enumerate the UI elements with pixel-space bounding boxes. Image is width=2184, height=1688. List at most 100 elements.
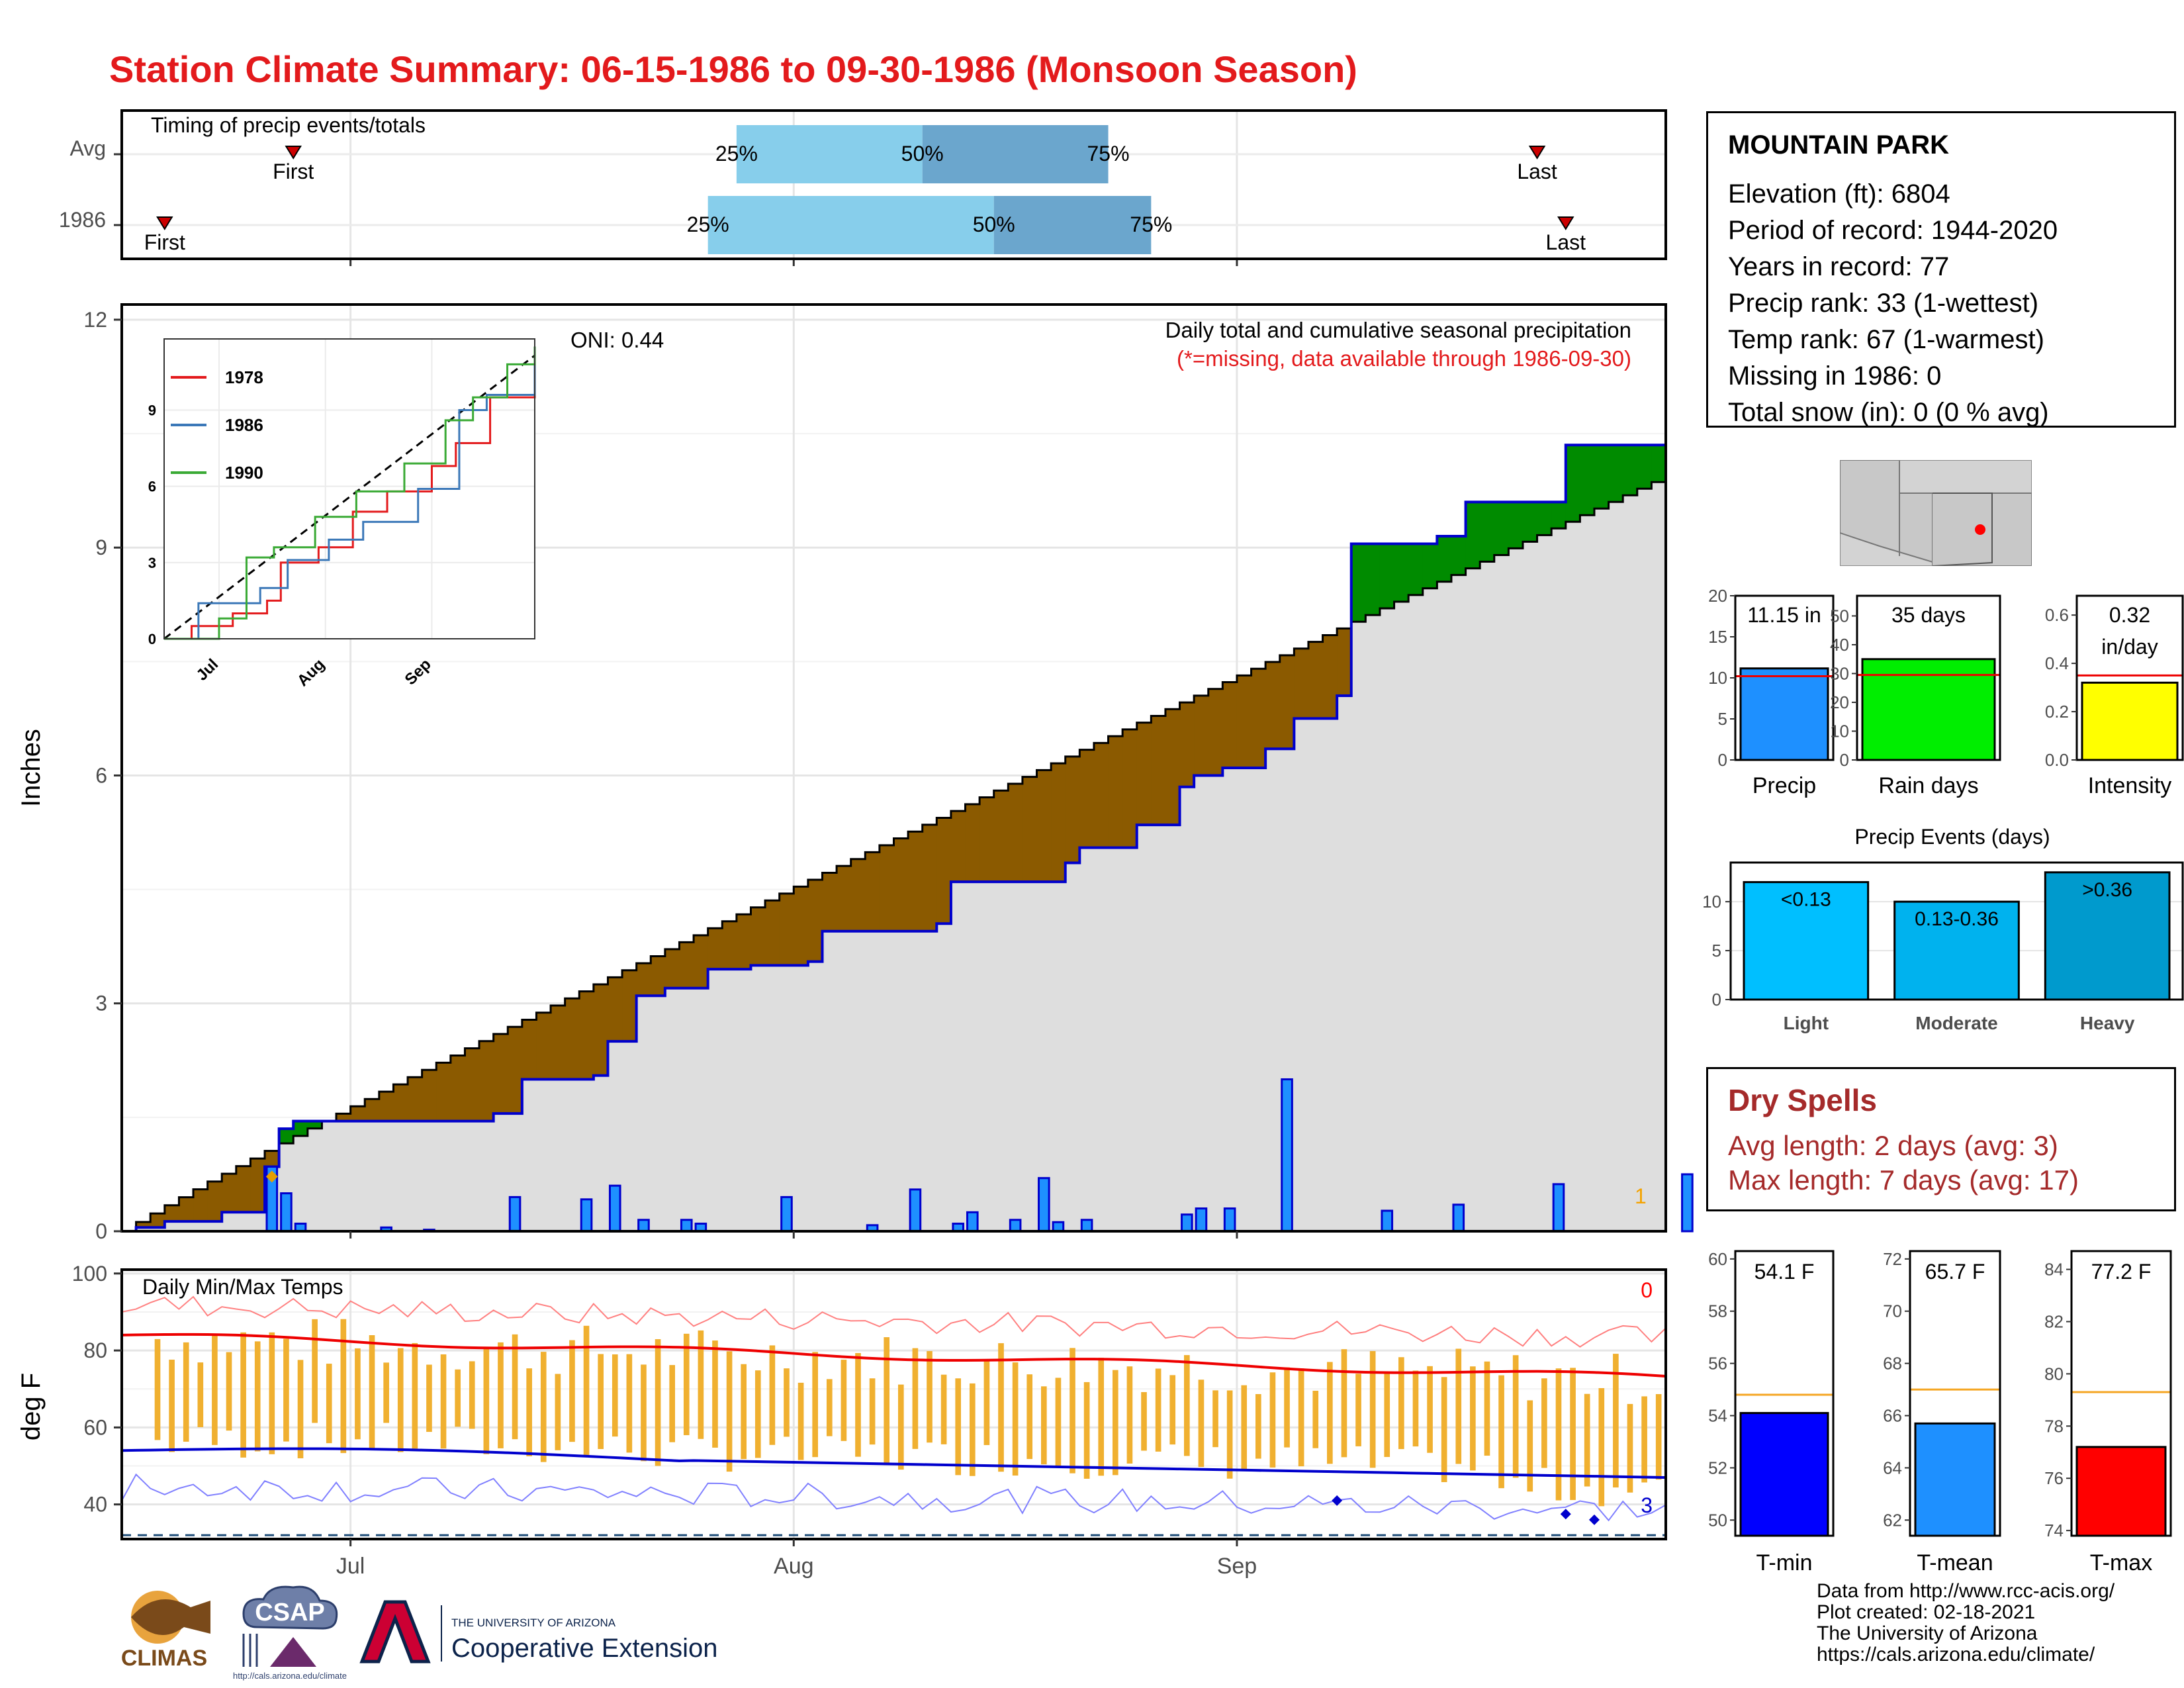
- daily-temp-bar: [183, 1342, 189, 1442]
- first-label: First: [144, 230, 185, 254]
- daily-temp-bar: [254, 1341, 261, 1452]
- last-marker: [1557, 216, 1574, 230]
- avg-cumulative-area: [694, 988, 709, 1231]
- avg-cumulative-area: [350, 1121, 365, 1231]
- daily-precip-bar: [1381, 1209, 1394, 1233]
- temp-summary-ytick-label: 64: [1883, 1458, 1902, 1477]
- last-label: Last: [1517, 160, 1557, 183]
- daily-temp-bar: [1169, 1375, 1176, 1445]
- avg-cumulative-area: [893, 931, 909, 1231]
- avg-cumulative-area: [1480, 561, 1495, 1231]
- daily-precip-bar: [1223, 1207, 1236, 1233]
- summary-ytick-label: 50: [1830, 606, 1849, 626]
- missing-note: (*=missing, data available through 1986-…: [1177, 346, 1631, 371]
- daily-temp-bar: [983, 1359, 990, 1446]
- departure-area: [707, 928, 723, 970]
- departure-area: [664, 949, 680, 988]
- avg-cumulative-area: [465, 1121, 480, 1231]
- daily-temp-bar: [1627, 1403, 1633, 1493]
- departure-area: [450, 1055, 466, 1121]
- summary-ytick-label: 10: [1830, 721, 1849, 741]
- avg-cumulative-area: [922, 931, 937, 1231]
- departure-area: [350, 1106, 365, 1121]
- ua-line1: THE UNIVERSITY OF ARIZONA: [451, 1617, 616, 1629]
- daily-precip-bar: [280, 1192, 293, 1233]
- last-label: Last: [1546, 230, 1586, 254]
- avg-cumulative-area: [1565, 522, 1580, 1231]
- daily-temp-bar: [1012, 1362, 1019, 1476]
- departure-area: [465, 1048, 480, 1121]
- departure-area: [1551, 502, 1567, 529]
- daily-temp-bar: [1298, 1368, 1304, 1467]
- daily-temp-bar: [383, 1362, 389, 1423]
- station-location-marker: [1975, 524, 1985, 535]
- summary-ytick-label: 20: [1830, 692, 1849, 712]
- departure-area: [837, 866, 852, 931]
- departure-area: [1093, 743, 1109, 848]
- daily-temp-bar: [1570, 1368, 1576, 1501]
- avg-cumulative-area: [993, 882, 1009, 1231]
- departure-area: [1537, 502, 1552, 536]
- daily-temp-bar: [1412, 1370, 1419, 1447]
- inset-legend-label: 1990: [225, 463, 263, 483]
- precip-frame: [120, 303, 1667, 1233]
- timing-p50: 50%: [901, 142, 944, 165]
- daily-temp-bar: [269, 1332, 275, 1454]
- departure-area: [850, 859, 866, 931]
- daily-temp-bar: [884, 1337, 890, 1466]
- inset-series-1986: [164, 355, 536, 640]
- timing-panel: 25% 50% 75% First Last 25% 50% 75% First Last Tim…: [59, 109, 1667, 266]
- temp-summary-value-text: 77.2 F: [2091, 1260, 2152, 1284]
- daily-temp-bar: [1141, 1391, 1147, 1451]
- credit-line: Data from http://www.rcc-acis.org/: [1817, 1580, 2115, 1602]
- avg-cumulative-area: [779, 965, 794, 1231]
- departure-area: [393, 1084, 408, 1121]
- daily-temp-bar: [1541, 1378, 1547, 1468]
- avg-cumulative-area: [1651, 482, 1666, 1231]
- avg-cumulative-area: [1422, 588, 1437, 1231]
- daily-precip-bar: [1681, 1173, 1694, 1233]
- departure-area: [565, 998, 580, 1080]
- daily-temp-bar: [869, 1378, 876, 1445]
- departure-area: [236, 1166, 251, 1213]
- daily-temp-bar: [1355, 1374, 1361, 1446]
- departure-area: [522, 1019, 537, 1080]
- daily-temp-bar: [498, 1342, 504, 1448]
- summary-value-text2: in/day: [2101, 635, 2158, 659]
- avg-cumulative-area: [1451, 575, 1467, 1231]
- departure-area: [1122, 729, 1138, 848]
- daily-temp-bar: [1555, 1368, 1562, 1501]
- departure-area: [1279, 655, 1295, 749]
- event-bar-Moderate: [1893, 900, 2020, 1001]
- avg-cumulative-area: [336, 1121, 351, 1231]
- precip-ytick-label: 0: [95, 1219, 107, 1243]
- first-marker: [285, 146, 302, 160]
- avg-cumulative-area: [608, 1041, 623, 1231]
- credit-line: https://cals.arizona.edu/climate/: [1817, 1644, 2095, 1665]
- daily-temp-bar: [426, 1364, 432, 1432]
- temp-summary-label: T-max: [2090, 1550, 2152, 1575]
- temp-summary-value-text: 65.7 F: [1925, 1260, 1985, 1284]
- daily-temp-bar: [698, 1330, 704, 1439]
- avg-cumulative-area: [1537, 535, 1552, 1231]
- departure-area: [408, 1077, 423, 1121]
- precip-ytick-label: 9: [95, 536, 107, 559]
- daily-temp-bar: [1026, 1374, 1033, 1460]
- departure-area: [651, 956, 666, 996]
- departure-area: [1179, 702, 1195, 787]
- avg-cumulative-area: [1036, 882, 1052, 1231]
- avg-cumulative-area: [765, 965, 780, 1231]
- summary-bar-label: Precip: [1752, 773, 1816, 798]
- departure-area: [1408, 543, 1424, 595]
- departure-area: [1008, 783, 1023, 882]
- departure-area: [436, 1062, 451, 1121]
- daily-temp-bar: [841, 1360, 847, 1441]
- inset-bg: [164, 339, 535, 639]
- temp-ytick-label: 80: [83, 1338, 107, 1362]
- daily-temp-bar: [1083, 1382, 1090, 1479]
- daily-temp-bar: [1527, 1400, 1533, 1492]
- avg-cumulative-area: [1594, 508, 1610, 1231]
- summary-frame: [2075, 594, 2184, 761]
- departure-area: [908, 831, 923, 931]
- departure-area: [1236, 675, 1252, 768]
